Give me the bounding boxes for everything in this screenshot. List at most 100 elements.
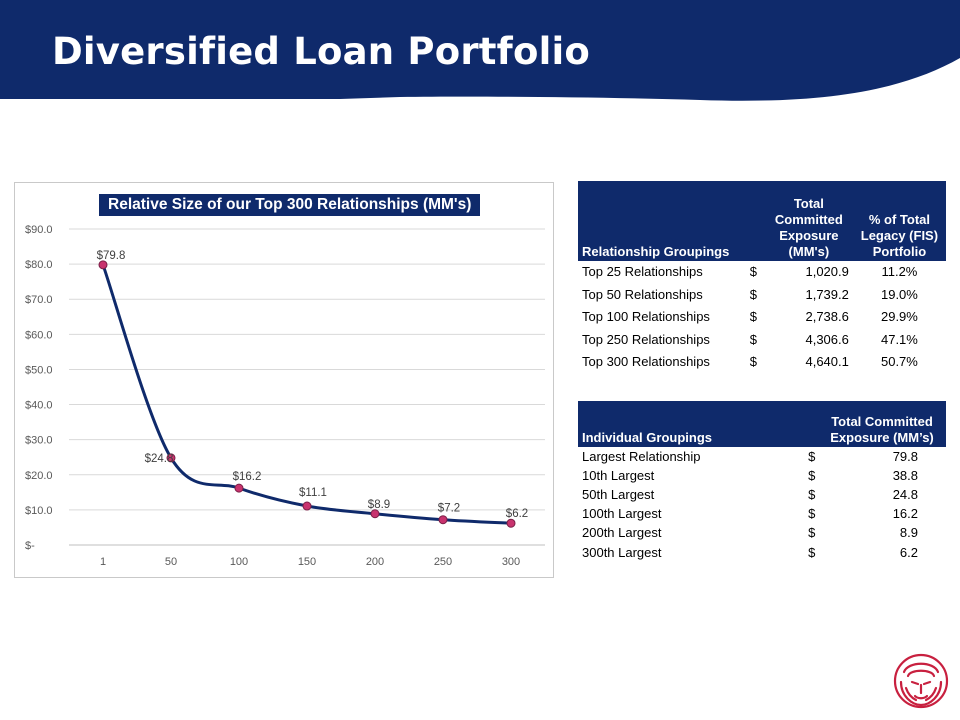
column-header-percent: % of Total Legacy (FIS) Portfolio: [850, 181, 946, 261]
table-row: Top 300 Relationships $ 4,640.1 50.7%: [578, 351, 946, 374]
exposure-value: 79.8: [892, 448, 918, 464]
exposure-value: 1,020.9: [805, 264, 849, 280]
header-wave-shape: [0, 0, 960, 101]
x-tick-label: 50: [165, 556, 177, 568]
row-label: Top 100 Relationships: [582, 309, 710, 325]
y-tick-label: $80.0: [25, 259, 53, 271]
axis-labels: $- $10.0 $20.0 $30.0 $40.0 $50.0 $60.0 $70.0 $80…: [25, 224, 520, 568]
table-row: Largest Relationship $ 79.8: [578, 447, 946, 466]
data-point: [98, 260, 108, 270]
x-tick-label: 300: [502, 556, 520, 568]
y-tick-label: $10.0: [25, 505, 53, 517]
data-point: [438, 515, 448, 525]
relationship-groupings-table: Relationship Groupings Total Committed E…: [578, 181, 946, 374]
y-tick-label: $50.0: [25, 364, 53, 376]
data-point: [166, 453, 176, 463]
series-markers: [98, 260, 516, 528]
chart-panel: $- $10.0 $20.0 $30.0 $40.0 $50.0 $60.0 $70.0 $80…: [14, 182, 554, 578]
y-tick-label: $20.0: [25, 470, 53, 482]
exposure-value: 38.8: [892, 467, 918, 483]
column-header-individual: Individual Groupings: [578, 401, 792, 447]
y-tick-label: $-: [25, 540, 35, 552]
currency-symbol: $: [749, 331, 757, 347]
series-curve: [101, 264, 512, 525]
x-tick-label: 150: [298, 556, 316, 568]
table-row: Top 50 Relationships $ 1,739.2 19.0%: [578, 284, 946, 307]
row-label: 10th Largest: [582, 467, 655, 483]
data-point: [234, 483, 244, 493]
currency-symbol: $: [749, 286, 757, 302]
column-header-total-exposure: Total Committed Exposure (MM’s): [791, 401, 946, 447]
data-label: $7.2: [438, 503, 460, 515]
y-tick-label: $40.0: [25, 400, 53, 412]
exposure-value: 6.2: [899, 544, 918, 560]
x-tick-label: 250: [434, 556, 452, 568]
currency-symbol: $: [808, 544, 816, 560]
column-header-groupings: Relationship Groupings: [578, 181, 746, 261]
currency-symbol: $: [808, 448, 816, 464]
currency-symbol: $: [808, 486, 816, 502]
table-header-row: Relationship Groupings Total Committed E…: [578, 181, 946, 261]
individual-groupings-table: Individual Groupings Total Committed Exp…: [578, 401, 946, 562]
row-label: Top 250 Relationships: [582, 331, 710, 347]
x-tick-label: 100: [230, 556, 248, 568]
data-point: [302, 501, 312, 511]
table-row: 300th Largest $ 6.2: [578, 543, 946, 562]
page-title: Diversified Loan Portfolio: [52, 30, 590, 73]
column-header-percent-text: % of Total Legacy (FIS) Portfolio: [860, 212, 939, 259]
data-label: $6.2: [506, 508, 528, 520]
currency-symbol: $: [749, 354, 757, 370]
table-row: 200th Largest $ 8.9: [578, 524, 946, 543]
y-tick-label: $60.0: [25, 329, 53, 341]
data-label: $24.8: [145, 453, 174, 465]
percent-value: 11.2%: [881, 264, 918, 280]
column-header-exposure-text: Total Committed Exposure (MM's): [774, 196, 843, 259]
chart-title: Relative Size of our Top 300 Relationshi…: [99, 194, 481, 216]
data-label: $79.8: [97, 250, 126, 262]
x-tick-label: 200: [366, 556, 384, 568]
header-banner: [0, 0, 960, 104]
exposure-value: 1,739.2: [805, 286, 849, 302]
row-label: 300th Largest: [582, 544, 662, 560]
exposure-value: 4,306.6: [805, 331, 849, 347]
table-row: 100th Largest $ 16.2: [578, 505, 946, 524]
data-point: [506, 518, 516, 528]
exposure-value: 16.2: [892, 506, 918, 522]
currency-symbol: $: [749, 309, 757, 325]
data-point: [370, 509, 380, 519]
exposure-value: 4,640.1: [805, 354, 849, 370]
row-label: Top 300 Relationships: [582, 354, 710, 370]
grid-lines: [69, 228, 545, 546]
column-header-exposure: Total Committed Exposure (MM's): [745, 181, 851, 261]
data-label: $8.9: [368, 499, 390, 511]
table-header-row: Individual Groupings Total Committed Exp…: [578, 401, 946, 447]
exposure-value: 24.8: [892, 486, 918, 502]
currency-symbol: $: [808, 506, 816, 522]
percent-value: 50.7%: [880, 354, 918, 370]
column-header-total-exposure-text: Total Committed Exposure (MM’s): [830, 414, 934, 445]
percent-value: 19.0%: [880, 286, 918, 302]
row-label: 200th Largest: [582, 525, 662, 541]
exposure-value: 8.9: [899, 525, 918, 541]
exposure-value: 2,738.6: [805, 309, 849, 325]
data-labels: $79.8 $24.8 $16.2 $11.1 $8.9 $7.2 $6.2: [97, 250, 529, 520]
table-row: Top 250 Relationships $ 4,306.6 47.1%: [578, 329, 946, 352]
data-label: $11.1: [299, 487, 327, 499]
y-tick-label: $70.0: [25, 294, 53, 306]
table-row: 10th Largest $ 38.8: [578, 466, 946, 485]
series-line: [101, 264, 512, 525]
line-chart: $- $10.0 $20.0 $30.0 $40.0 $50.0 $60.0 $70.0 $80…: [25, 224, 545, 568]
y-tick-label: $30.0: [25, 435, 53, 447]
table-row: 50th Largest $ 24.8: [578, 485, 946, 504]
y-tick-label: $90.0: [25, 224, 53, 236]
currency-symbol: $: [808, 467, 816, 483]
row-label: Largest Relationship: [582, 448, 701, 464]
lion-logo-svg: [893, 653, 949, 709]
row-label: 100th Largest: [582, 506, 662, 522]
table-row: Top 100 Relationships $ 2,738.6 29.9%: [578, 306, 946, 329]
currency-symbol: $: [808, 525, 816, 541]
currency-symbol: $: [749, 264, 757, 280]
row-label: Top 50 Relationships: [582, 286, 703, 302]
percent-value: 29.9%: [880, 309, 918, 325]
row-label: Top 25 Relationships: [582, 264, 703, 280]
